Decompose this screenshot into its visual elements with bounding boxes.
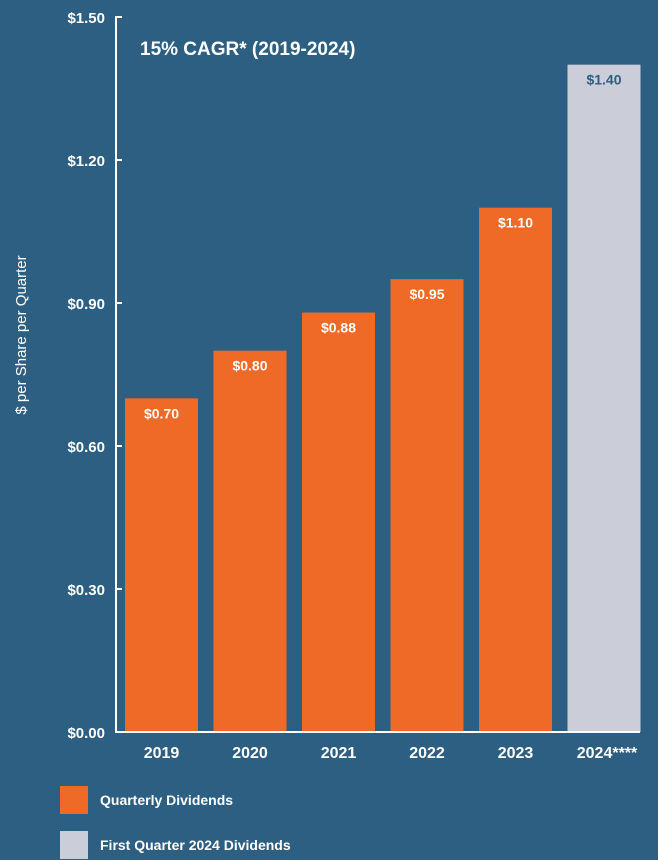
data-label-2023: $1.10 — [498, 215, 533, 231]
legend-label: Quarterly Dividends — [100, 792, 234, 808]
bar-2022 — [390, 279, 464, 732]
x-tick-2023: 2023 — [498, 745, 534, 762]
x-tick-2024****: 2024**** — [577, 745, 638, 762]
bar-2021 — [302, 312, 375, 732]
y-tick-label: $0.60 — [67, 439, 105, 456]
bar-2023 — [479, 207, 552, 732]
x-tick-2022: 2022 — [409, 745, 445, 762]
x-tick-2021: 2021 — [321, 745, 357, 762]
y-tick-label: $0.30 — [67, 582, 105, 599]
legend-item-first-quarter-2024: First Quarter 2024 Dividends — [60, 830, 291, 860]
y-tick-label: $1.50 — [67, 10, 105, 27]
x-tick-2019: 2019 — [144, 745, 180, 762]
data-label-2020: $0.80 — [232, 358, 267, 374]
y-tick-label: $0.90 — [67, 296, 105, 313]
bar-2019 — [125, 398, 198, 732]
legend-label: First Quarter 2024 Dividends — [100, 837, 291, 853]
legend-item-quarterly-dividends: Quarterly Dividends — [60, 785, 291, 815]
legend-swatch-gray — [60, 831, 88, 859]
data-label-2022: $0.95 — [409, 286, 444, 302]
legend: Quarterly Dividends First Quarter 2024 D… — [60, 785, 291, 860]
data-label-2019: $0.70 — [144, 405, 179, 421]
axes-group: 2019 2020 2021 2022 2023 2024**** $0.00 $0.30 $0… — [67, 10, 640, 762]
bar-2024**** — [567, 64, 641, 732]
y-axis-label: $ per Share per Quarter — [13, 255, 30, 414]
y-tick-label: $1.20 — [67, 153, 105, 170]
data-label-2024****: $1.40 — [586, 72, 621, 88]
legend-swatch-orange — [60, 786, 88, 814]
cagr-annotation: 15% CAGR* (2019-2024) — [140, 39, 355, 60]
bar-2020 — [213, 350, 287, 732]
bars-group: $0.70 $0.80 $0.88 $0.95 $1.10 $1.40 — [125, 64, 641, 732]
y-tick-label: $0.00 — [67, 725, 105, 742]
data-label-2021: $0.88 — [321, 320, 356, 336]
x-tick-2020: 2020 — [232, 745, 268, 762]
